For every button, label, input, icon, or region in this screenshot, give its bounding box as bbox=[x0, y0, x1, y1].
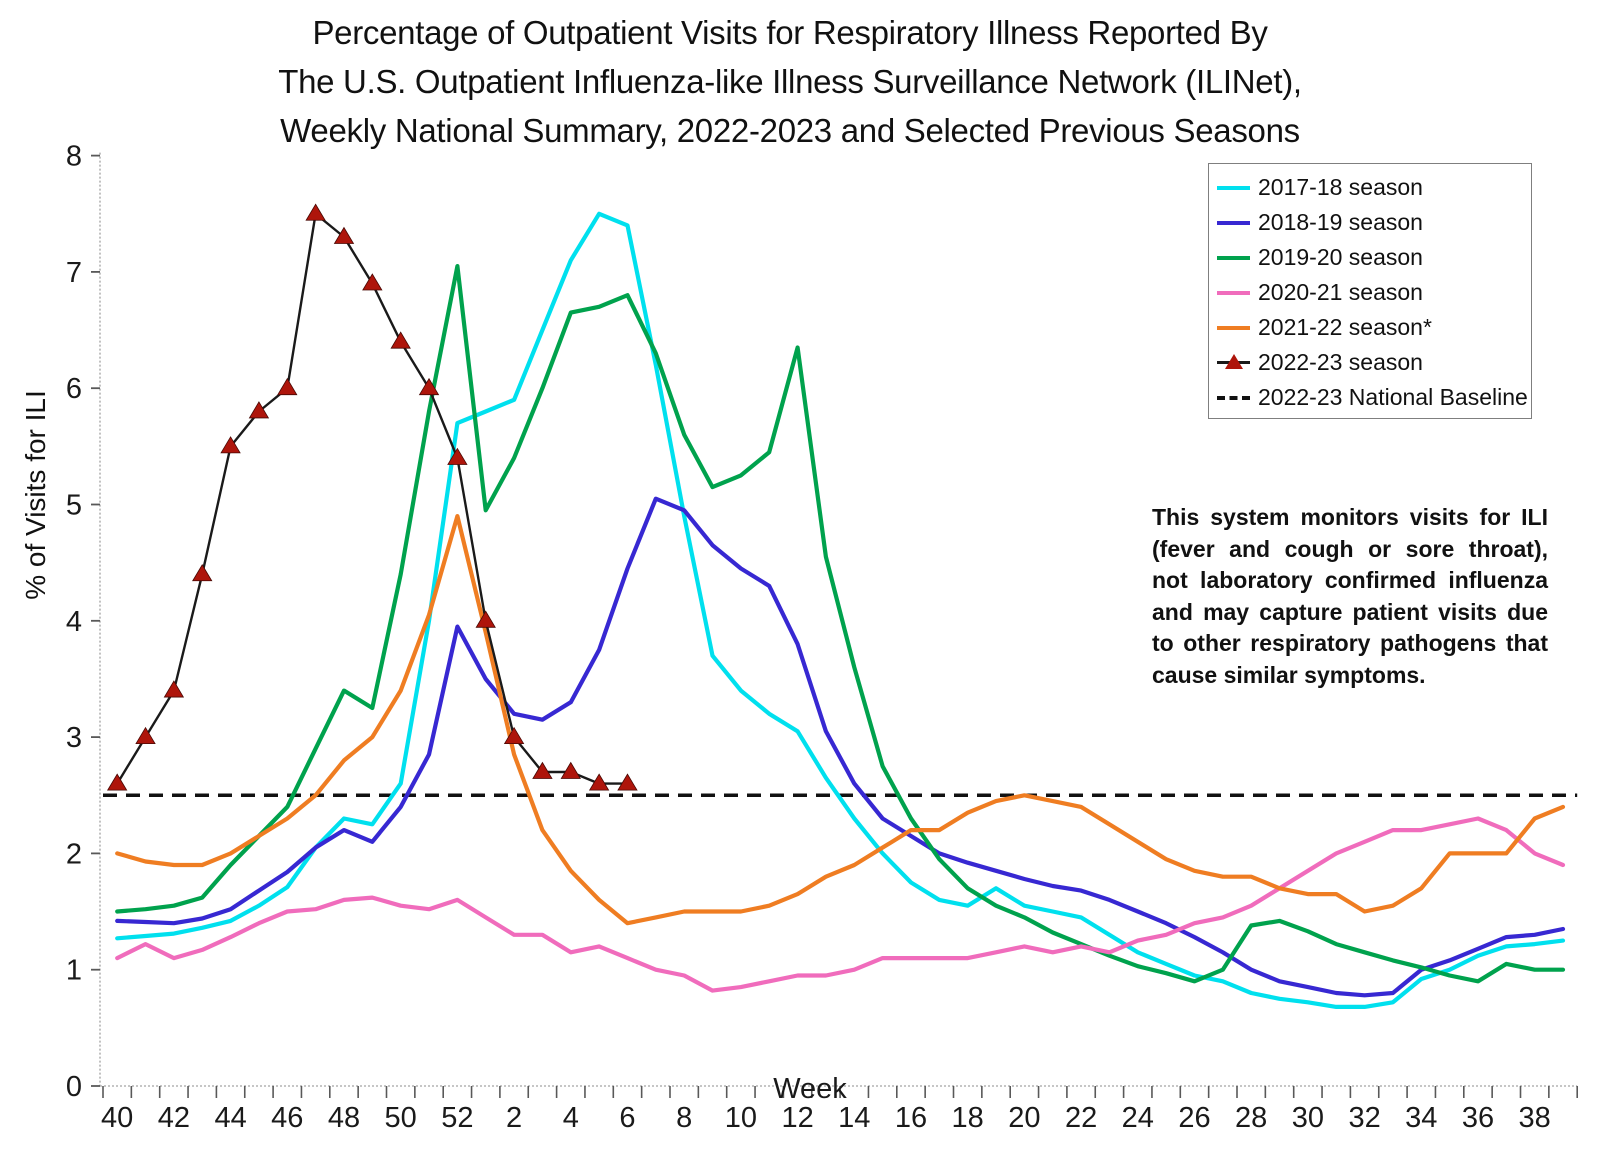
y-tick-label: 1 bbox=[66, 955, 82, 987]
legend-swatch bbox=[1217, 255, 1255, 260]
x-tick-label: 50 bbox=[385, 1102, 417, 1134]
series-line-2020-21-season bbox=[115, 816, 1566, 993]
x-tick-label: 6 bbox=[619, 1102, 635, 1134]
x-tick-label: 2 bbox=[506, 1102, 522, 1134]
legend-swatch bbox=[1217, 185, 1255, 190]
chart-title-line3: Weekly National Summary, 2022-2023 and S… bbox=[280, 112, 1300, 149]
triangle-marker bbox=[560, 761, 581, 779]
legend-item-label: 2020-21 season bbox=[1258, 279, 1423, 305]
line-swatch-icon bbox=[1217, 255, 1250, 260]
legend-item-2018-19-season: 2018-19 season bbox=[1209, 205, 1531, 240]
x-tick-label: 34 bbox=[1405, 1102, 1437, 1134]
x-tick-label: 4 bbox=[563, 1102, 579, 1134]
triangle-marker bbox=[220, 436, 241, 454]
legend-swatch bbox=[1217, 354, 1255, 370]
x-tick-label: 52 bbox=[441, 1102, 473, 1134]
legend-swatch bbox=[1217, 290, 1255, 295]
legend-item-2020-21-season: 2020-21 season bbox=[1209, 275, 1531, 310]
legend-item-2022-23-season: 2022-23 season bbox=[1209, 345, 1531, 380]
legend-item-2019-20-season: 2019-20 season bbox=[1209, 240, 1531, 275]
line-swatch-icon bbox=[1217, 290, 1250, 295]
x-tick-label: 16 bbox=[895, 1102, 927, 1134]
x-tick-label: 8 bbox=[676, 1102, 692, 1134]
dashed-line-swatch-icon bbox=[1217, 395, 1250, 400]
line-swatch-icon bbox=[1217, 185, 1250, 190]
triangle-marker bbox=[305, 203, 326, 221]
legend-item-label: 2017-18 season bbox=[1258, 174, 1423, 200]
y-tick-label: 7 bbox=[66, 257, 82, 289]
legend-swatch bbox=[1217, 325, 1255, 330]
y-tick-label: 0 bbox=[66, 1071, 82, 1103]
triangle-marker bbox=[390, 331, 411, 349]
chart-title-line1: Percentage of Outpatient Visits for Resp… bbox=[312, 14, 1268, 51]
triangle-marker bbox=[277, 377, 298, 396]
y-tick-label: 8 bbox=[66, 141, 82, 173]
x-tick-label: 14 bbox=[838, 1102, 870, 1134]
triangle-marker bbox=[362, 273, 383, 291]
x-tick-label: 12 bbox=[781, 1102, 813, 1134]
triangle-marker bbox=[475, 610, 496, 628]
triangle-marker bbox=[163, 680, 185, 698]
chart-title-line2: The U.S. Outpatient Influenza-like Illne… bbox=[278, 63, 1302, 100]
x-tick-label: 48 bbox=[328, 1102, 360, 1134]
triangle-marker bbox=[617, 773, 638, 791]
legend-item-label: 2018-19 season bbox=[1258, 209, 1423, 235]
triangle-marker bbox=[106, 773, 128, 791]
series-line-2017-18-season bbox=[115, 211, 1566, 1010]
triangle-marker bbox=[532, 761, 553, 779]
legend-item-2022-23-national-baseline: 2022-23 National Baseline bbox=[1209, 380, 1531, 415]
y-tick-label: 4 bbox=[66, 606, 82, 638]
legend-item-2017-18-season: 2017-18 season bbox=[1209, 170, 1531, 205]
triangle-marker bbox=[192, 563, 213, 582]
x-tick-label: 18 bbox=[952, 1102, 984, 1134]
triangle-marker bbox=[503, 726, 525, 744]
legend-item-label: 2022-23 season bbox=[1258, 349, 1423, 375]
x-tick-label: 30 bbox=[1292, 1102, 1324, 1134]
x-tick-label: 38 bbox=[1519, 1102, 1551, 1134]
x-tick-label: 44 bbox=[214, 1102, 246, 1134]
x-axis-label: Week bbox=[773, 1073, 847, 1105]
legend-item-label: 2019-20 season bbox=[1258, 244, 1423, 270]
triangle-marker bbox=[418, 377, 440, 396]
x-tick-label: 24 bbox=[1122, 1102, 1154, 1134]
triangle-marker bbox=[248, 401, 270, 419]
chart-title: Percentage of Outpatient Visits for Resp… bbox=[0, 8, 1580, 155]
legend-swatch bbox=[1217, 220, 1255, 225]
legend: 2017-18 season 2018-19 season 2019-20 seas… bbox=[1208, 163, 1532, 419]
triangle-marker bbox=[135, 726, 156, 744]
legend-item-2021-22-season-: 2021-22 season* bbox=[1209, 310, 1531, 345]
triangle-marker bbox=[447, 447, 468, 465]
line-swatch-icon bbox=[1217, 325, 1250, 330]
y-tick-label: 2 bbox=[66, 838, 82, 870]
x-tick-label: 10 bbox=[725, 1102, 757, 1134]
series-line-2021-22-season- bbox=[115, 513, 1566, 926]
x-tick-label: 42 bbox=[158, 1102, 190, 1134]
legend-item-label: 2021-22 season* bbox=[1258, 314, 1432, 340]
x-tick-label: 28 bbox=[1235, 1102, 1267, 1134]
triangle-marker-icon bbox=[1225, 354, 1243, 370]
legend-swatch bbox=[1217, 395, 1255, 400]
line-swatch-icon bbox=[1217, 220, 1250, 225]
y-tick-label: 5 bbox=[66, 490, 82, 522]
x-tick-label: 32 bbox=[1348, 1102, 1380, 1134]
series-line-2019-20-season bbox=[115, 264, 1566, 984]
x-tick-label: 36 bbox=[1462, 1102, 1494, 1134]
x-tick-label: 26 bbox=[1178, 1102, 1210, 1134]
x-tick-label: 46 bbox=[271, 1102, 303, 1134]
legend-item-label: 2022-23 National Baseline bbox=[1258, 384, 1528, 410]
triangle-marker bbox=[333, 226, 355, 244]
x-tick-label: 40 bbox=[101, 1102, 133, 1134]
annotation-note: This system monitors visits for ILI (fev… bbox=[1152, 504, 1548, 688]
triangle-marker bbox=[588, 773, 610, 791]
x-tick-label: 20 bbox=[1008, 1102, 1040, 1134]
series-line-2018-19-season bbox=[115, 496, 1566, 998]
x-tick-label: 22 bbox=[1065, 1102, 1097, 1134]
y-tick-label: 3 bbox=[66, 722, 82, 754]
y-tick-label: 6 bbox=[66, 373, 82, 405]
